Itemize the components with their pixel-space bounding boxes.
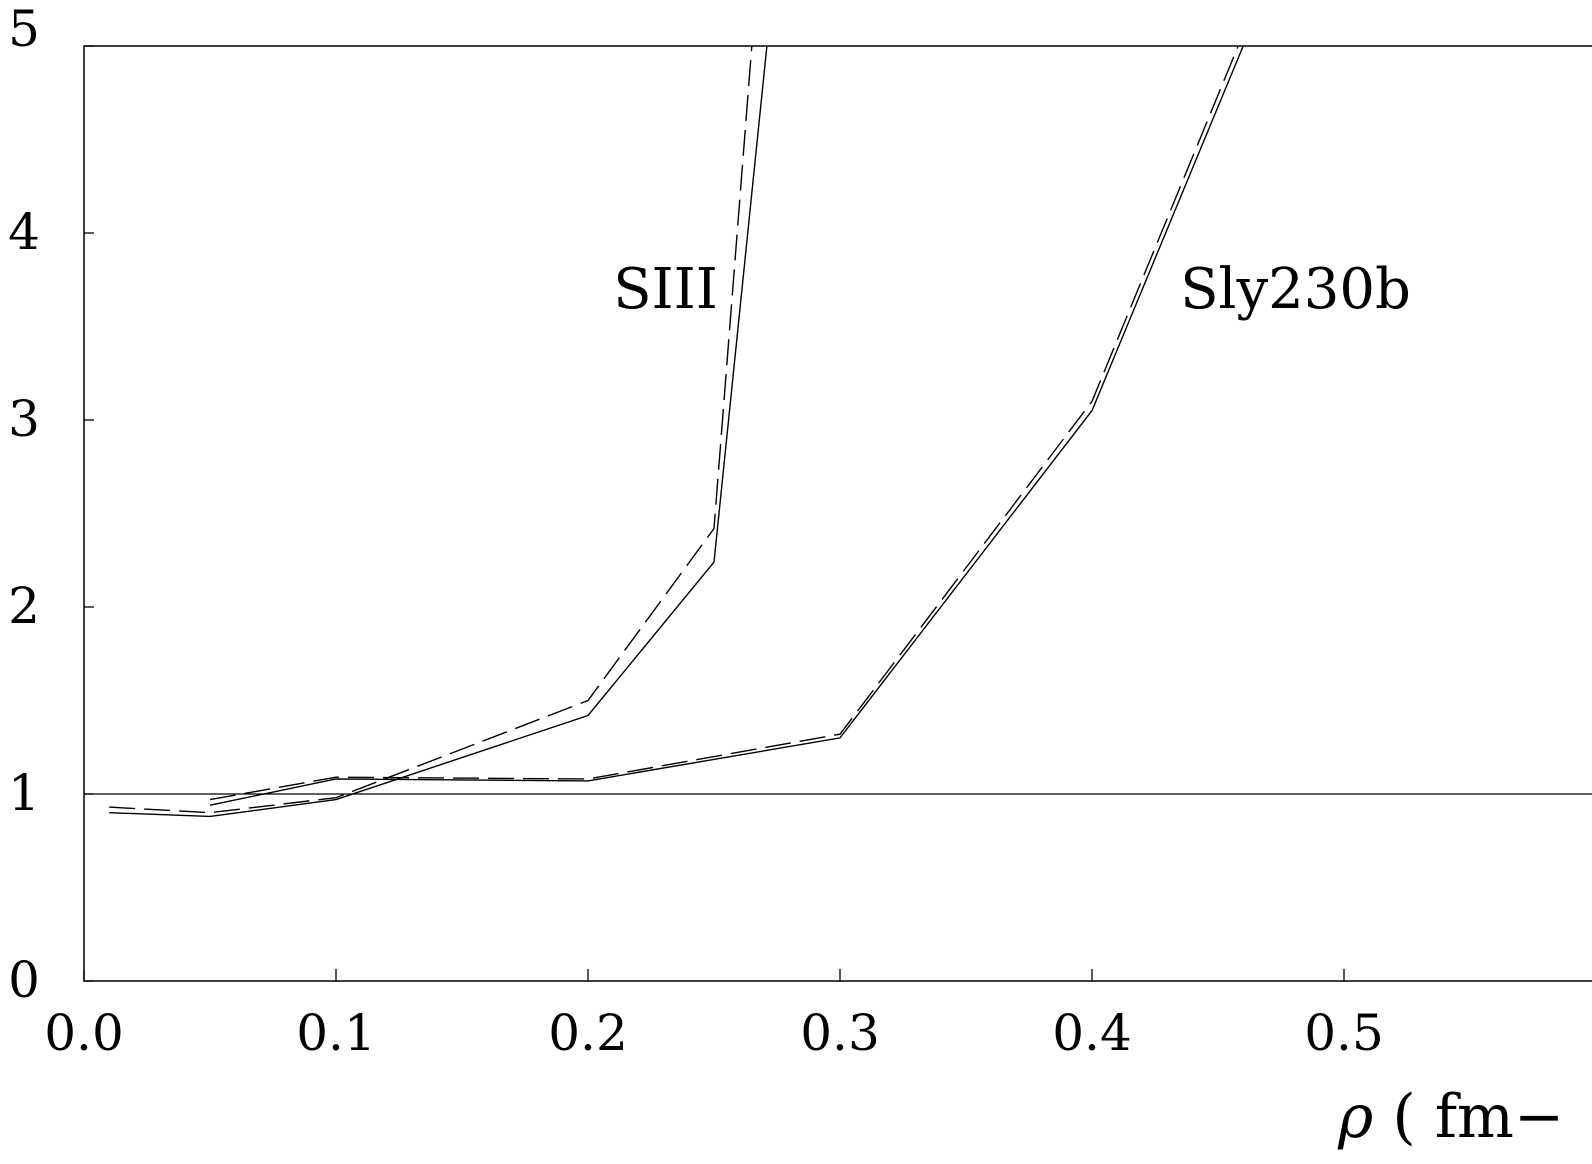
- y-tick-label: 5: [8, 0, 40, 58]
- x-tick-label: 0.2: [548, 1004, 628, 1062]
- x-axis-label: ρ ( fm−: [1337, 1082, 1564, 1152]
- x-tick-label: 0.5: [1304, 1004, 1384, 1062]
- label-layer: SIII Sly230b: [613, 257, 1411, 322]
- y-tick-label: 0: [8, 951, 40, 1009]
- series-line-3-solid: [209, 45, 1244, 806]
- tick-layer: 0.0 0.1 0.2 0.3 0.4 0.5 0 1 2 3 4 5: [8, 0, 1384, 1062]
- series-line-2-dashed: [109, 45, 753, 814]
- curve-label: Sly230b: [1180, 257, 1411, 322]
- series-line-1-solid: [109, 45, 768, 818]
- y-tick-label: 4: [8, 203, 40, 261]
- x-tick-label: 0.0: [44, 1004, 124, 1062]
- x-tick-label: 0.3: [800, 1004, 880, 1062]
- y-tick-label: 3: [8, 390, 40, 448]
- y-tick-label: 1: [8, 764, 40, 822]
- x-tick-label: 0.4: [1052, 1004, 1132, 1062]
- y-tick-label: 2: [8, 577, 40, 635]
- x-tick-label: 0.1: [296, 1004, 376, 1062]
- curve-label: SIII: [613, 257, 718, 322]
- series-layer: [109, 45, 1244, 818]
- series-line-4-dashed: [209, 45, 1239, 801]
- plot-frame: [83, 45, 1592, 982]
